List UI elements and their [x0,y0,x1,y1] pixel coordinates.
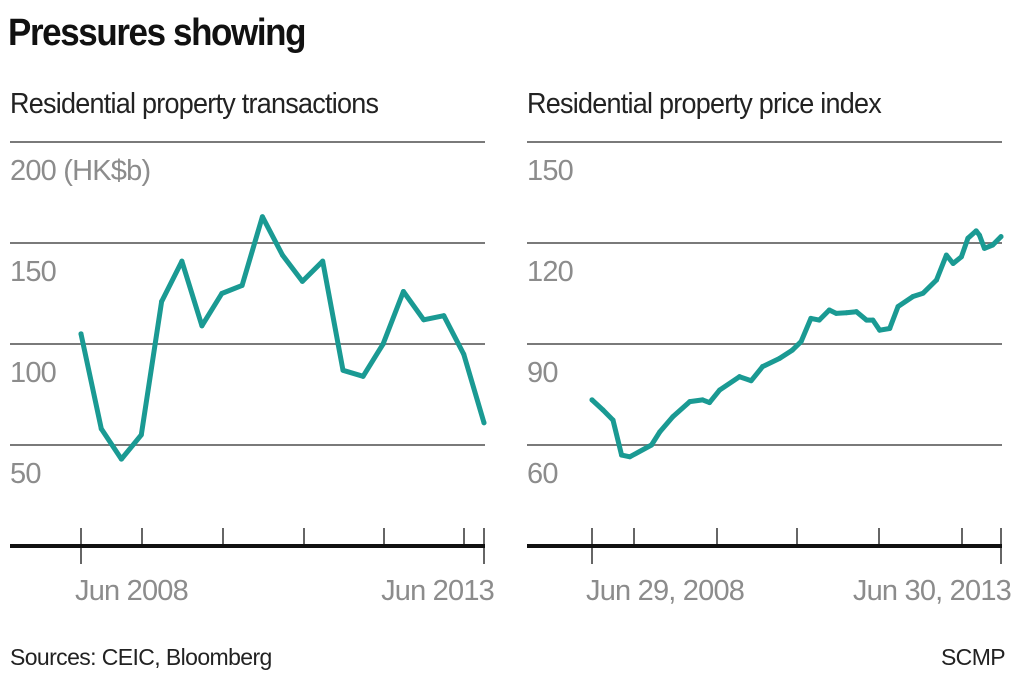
right-data-point [853,309,859,315]
left-data-point [360,373,366,379]
left-data-point [179,258,185,264]
right-data-point [627,454,633,460]
right-data-point [687,399,693,405]
right-y-tick-label: 120 [527,256,573,288]
right-data-point [934,277,940,283]
right-data-point [707,400,713,406]
right-data-point [863,317,869,323]
right-data-point [789,347,795,353]
left-data-point [118,456,124,462]
left-data-point [340,367,346,373]
right-data-point [895,304,901,310]
left-y-tick-label: 50 [10,458,41,490]
right-data-point [816,317,822,323]
left-data-point [159,299,165,305]
left-data-point [259,214,265,220]
right-data-point [981,245,987,251]
left-data-point [98,426,104,432]
left-data-point [299,278,305,284]
left-y-tick-label: 150 [10,256,56,288]
right-data-point [670,414,676,420]
right-data-point [870,317,876,323]
right-data-point [965,235,971,241]
left-x-tick-label: Jun 2013 [381,575,494,607]
right-data-point [700,397,706,403]
right-y-tick-label: 150 [527,155,573,187]
right-data-point [973,228,979,234]
left-data-point [441,313,447,319]
right-data-point [877,327,883,333]
right-data-point [737,374,743,380]
left-data-point [78,331,84,337]
left-data-point [239,282,245,288]
right-y-tick-label: 60 [527,458,558,490]
left-y-tick-label: 200 (HK$b) [10,155,150,187]
left-chart-title: Residential property transactions [10,88,379,120]
right-data-point [619,452,625,458]
left-x-tick-label: Jun 2008 [75,575,188,607]
right-data-point [610,417,616,423]
chart-title: Pressures showing [8,12,307,54]
right-data-point [977,232,983,238]
right-data-point [808,315,814,321]
right-data-point [717,387,723,393]
right-x-tick-label: Jun 30, 2013 [853,575,1011,607]
right-data-point [887,326,893,332]
right-y-tick-label: 90 [527,357,558,389]
left-data-point [138,432,144,438]
right-chart-title: Residential property price index [527,88,882,120]
right-data-point [649,442,655,448]
right-data-point [958,254,964,260]
left-data-point [199,323,205,329]
right-data-point [748,378,754,384]
left-data-point [400,288,406,294]
credit: SCMP [940,644,1006,670]
right-data-point [920,290,926,296]
right-data-point [776,355,782,361]
right-data-point [998,234,1004,240]
right-data-point [843,310,849,316]
right-data-point [910,294,916,300]
left-data-point [320,258,326,264]
left-y-tick-label: 100 [10,357,56,389]
right-data-point [826,307,832,313]
right-data-point [760,364,766,370]
right-data-point [589,397,595,403]
right-data-point [833,310,839,316]
right-data-point [943,252,949,258]
right-data-point [600,407,606,413]
source-note: Sources: CEIC, Bloomberg [10,644,272,670]
right-data-point [657,429,663,435]
left-data-point [280,252,285,258]
left-data-point [421,317,427,323]
right-data-point [950,261,956,267]
right-data-point [798,339,804,345]
left-data-point [481,420,487,426]
left-data-point [461,351,467,357]
left-data-point [219,291,225,296]
left-data-point [380,341,386,347]
right-data-point [990,242,996,248]
right-x-tick-label: Jun 29, 2008 [586,575,744,607]
